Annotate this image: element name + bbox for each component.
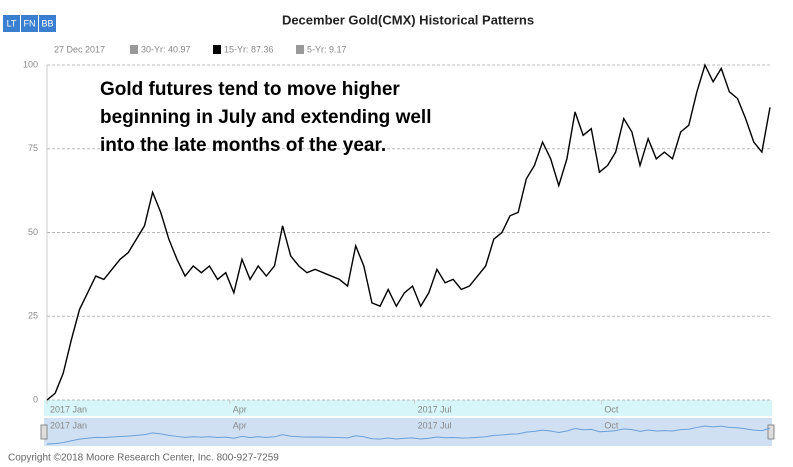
legend-swatch — [296, 45, 304, 54]
range-button-label[interactable]: FN — [24, 18, 36, 28]
y-tick-label: 75 — [28, 143, 38, 153]
range-button-label[interactable]: LT — [7, 18, 17, 28]
x-tick-label: Oct — [604, 404, 619, 414]
chart-title: December Gold(CMX) Historical Patterns — [282, 12, 534, 27]
navigator-handle[interactable] — [40, 424, 48, 440]
x-tick-label: 2017 Jan — [50, 404, 87, 414]
x-tick-label: 2017 Jul — [418, 404, 452, 414]
legend-label: 5-Yr: 9.17 — [307, 44, 347, 54]
y-tick-label: 100 — [23, 59, 38, 69]
annotation: Gold futures tend to move higher — [100, 79, 400, 100]
annotation: beginning in July and extending well — [100, 107, 431, 128]
navigator-handle[interactable] — [767, 424, 775, 440]
range-button-label[interactable]: BB — [41, 18, 53, 28]
navigator[interactable] — [44, 418, 772, 446]
range-button[interactable] — [3, 15, 20, 32]
legend-label: 30-Yr: 40.97 — [141, 44, 191, 54]
navigator-label: 2017 Jul — [418, 420, 452, 430]
navigator-label: Oct — [604, 420, 619, 430]
legend-swatch — [213, 45, 221, 54]
y-tick-label: 50 — [28, 227, 38, 237]
legend-label: 15-Yr: 87.36 — [224, 44, 274, 54]
x-axis-band — [44, 400, 772, 416]
range-button[interactable] — [39, 15, 56, 32]
series-line — [46, 63, 771, 401]
x-tick-label: Apr — [233, 404, 247, 414]
footer: Copyright ©2018 Moore Research Center, I… — [8, 453, 279, 464]
legend-swatch — [130, 45, 138, 54]
navigator-label: Apr — [233, 420, 247, 430]
y-tick-label: 0 — [33, 394, 38, 404]
range-button[interactable] — [21, 15, 38, 32]
legend-date: 27 Dec 2017 — [54, 44, 105, 54]
navigator-line — [46, 425, 771, 445]
y-tick-label: 25 — [28, 311, 38, 321]
annotation: into the late months of the year. — [100, 135, 386, 156]
navigator-label: 2017 Jan — [50, 420, 87, 430]
